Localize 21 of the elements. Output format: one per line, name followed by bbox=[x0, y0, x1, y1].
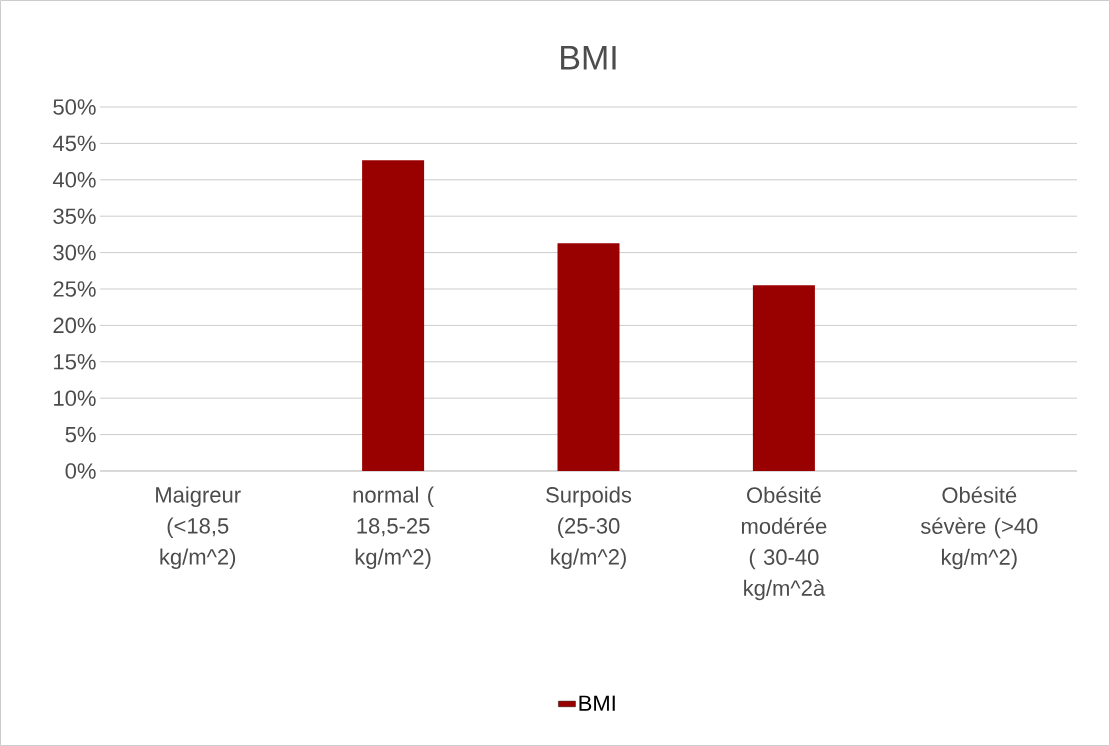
bar bbox=[557, 243, 620, 471]
y-tick-label: 0% bbox=[65, 463, 96, 479]
y-tick-label: 20% bbox=[53, 317, 96, 334]
y-tick-label: 15% bbox=[54, 354, 96, 370]
chart-title: BMI bbox=[561, 46, 616, 70]
y-tick-label: 50% bbox=[53, 99, 96, 115]
y-tick-label: 45% bbox=[52, 135, 96, 152]
y-tick-label: 40% bbox=[52, 172, 96, 188]
y-tick-label: 30% bbox=[53, 244, 96, 261]
y-tick-label: 5% bbox=[65, 426, 96, 443]
x-tick-label: Surpoids (25-30 kg/m^2) bbox=[546, 486, 632, 570]
bar bbox=[362, 160, 425, 471]
y-tick-label: 35% bbox=[53, 208, 96, 224]
x-tick-label: Obésité sévère (>40 kg/m^2) bbox=[920, 486, 1038, 570]
y-tick-label: 25% bbox=[53, 281, 96, 297]
y-tick-label: 10% bbox=[54, 390, 96, 406]
legend-label: BMI bbox=[579, 695, 615, 711]
x-tick-label: normal ( 18,5-25 kg/m^2) bbox=[353, 486, 434, 570]
x-tick-label: Maigreur (<18,5 kg/m^2) bbox=[156, 486, 241, 570]
x-tick-label: Obésité modérée ( 30-40 kg/m^2à bbox=[741, 486, 827, 601]
bar bbox=[752, 285, 815, 471]
